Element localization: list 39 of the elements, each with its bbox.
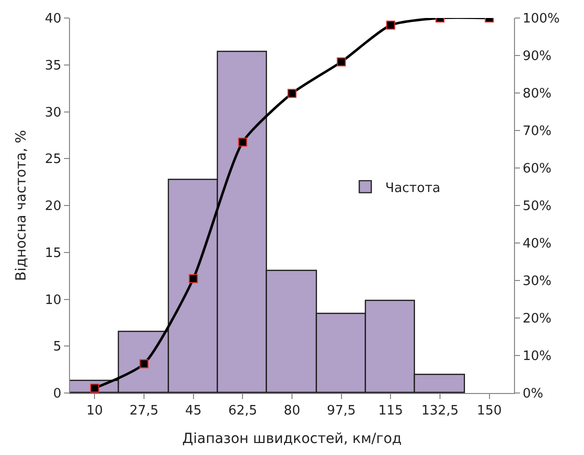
point [188, 274, 198, 284]
y2-tick-label: 30% [522, 274, 552, 290]
x-tick-label: 45 [185, 404, 202, 419]
y-tick-label: 5 [53, 340, 62, 355]
y2-tick-label: 60% [522, 162, 552, 177]
y-tick-label: 10 [44, 292, 62, 308]
y2-tick-label: 90% [522, 49, 552, 64]
y-tick-label: 40 [44, 12, 62, 27]
y-tick-label: 20 [44, 199, 62, 214]
y-tick-label: 30 [44, 105, 62, 120]
y2-tick-label: 70% [522, 124, 552, 140]
y2-tick-label: 80% [522, 86, 552, 102]
y2-tick-label: 50% [522, 199, 552, 214]
y-tick-label: 15 [44, 246, 62, 261]
y-tick-label: 0 [53, 386, 62, 402]
x-axis-title: Діапазон швидкостей, км/год [182, 430, 402, 447]
point [288, 88, 296, 98]
point [140, 359, 148, 368]
x-tick-label: 132,5 [421, 404, 459, 419]
y-tick-label: 35 [44, 58, 62, 74]
x-tick-label: 27,5 [130, 404, 158, 419]
point [90, 384, 100, 393]
x-tick-label: 62,5 [228, 404, 258, 419]
y2-tick-label: 0% [522, 386, 544, 402]
point [336, 57, 346, 66]
x-tick-label: 150 [476, 404, 502, 419]
y-tick-label: 25 [44, 152, 62, 168]
x-tick-label: 80 [284, 404, 300, 419]
x-tick-label: 10 [86, 404, 103, 419]
y2-tick-label: 20% [522, 312, 552, 327]
y-axis-title: Відносна частота, % [13, 130, 30, 281]
legend-label: Частота [385, 180, 440, 196]
y2-tick-label: 10% [522, 349, 552, 364]
y2-tick-label: 40% [522, 236, 552, 252]
point [386, 20, 396, 30]
point [238, 138, 248, 147]
y2-tick-label: 100% [522, 12, 560, 27]
x-tick-label: 97,5 [326, 404, 356, 419]
x-tick-label: 115 [378, 404, 404, 419]
